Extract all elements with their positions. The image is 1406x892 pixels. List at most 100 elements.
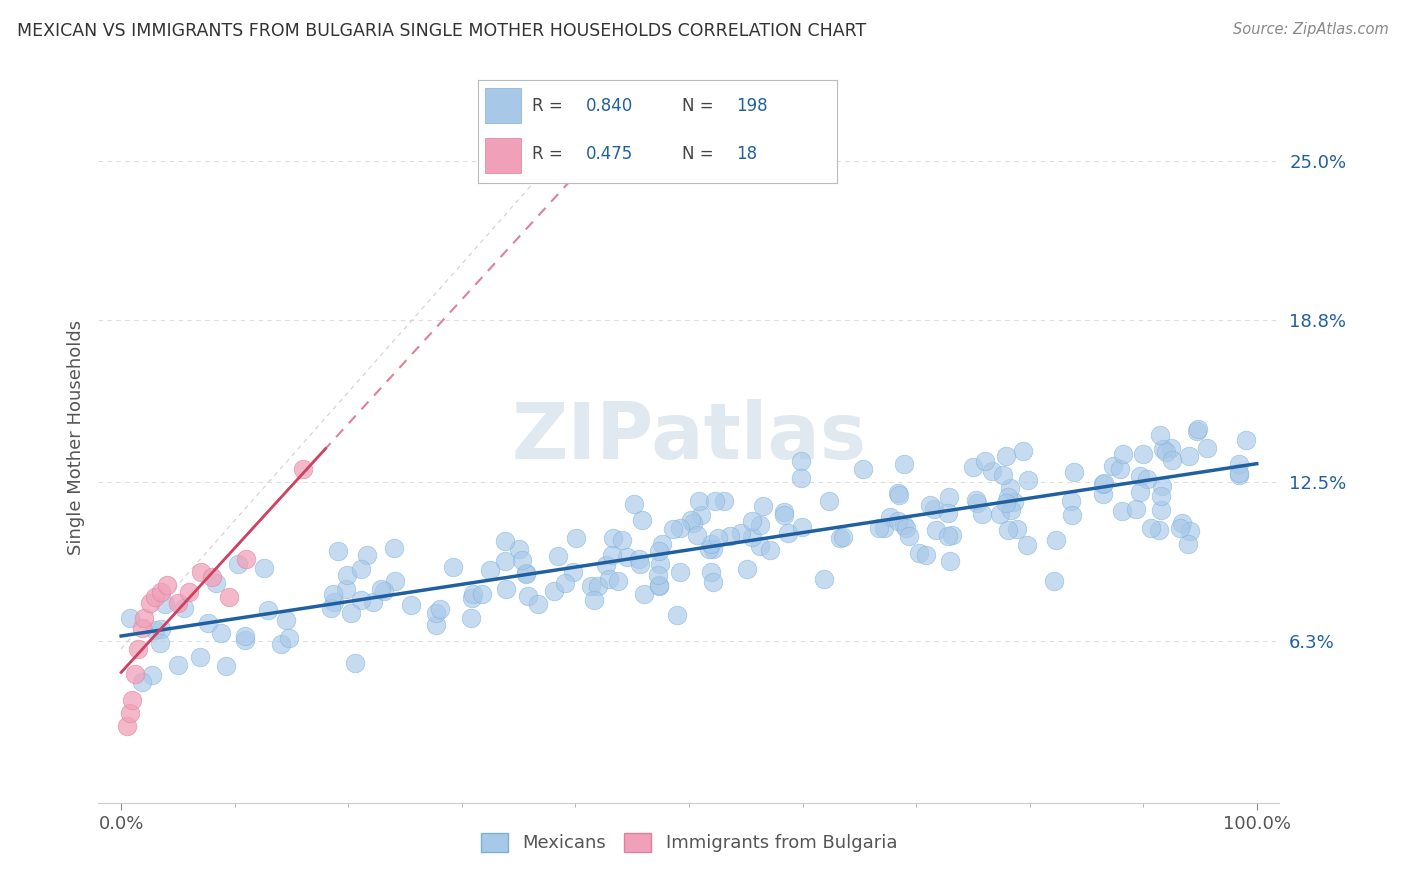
Point — [335, 582, 357, 597]
Point — [471, 587, 494, 601]
Point — [155, 577, 177, 591]
Point — [907, 546, 929, 560]
Point — [868, 521, 890, 535]
Point — [257, 603, 280, 617]
Point — [515, 566, 537, 581]
Point — [616, 549, 638, 564]
Point — [461, 587, 484, 601]
Point — [1139, 521, 1161, 535]
Point — [1150, 489, 1173, 503]
Point — [1177, 536, 1199, 550]
Point — [510, 553, 533, 567]
Point — [887, 488, 910, 502]
Point — [697, 542, 720, 557]
Point — [602, 548, 624, 562]
Point — [228, 558, 250, 572]
Point — [148, 635, 170, 649]
Point — [204, 576, 226, 591]
Point — [361, 595, 384, 609]
Point — [730, 525, 752, 540]
Text: 0.840: 0.840 — [585, 97, 633, 115]
Point — [707, 531, 730, 545]
Point — [1102, 459, 1125, 474]
Point — [980, 464, 1002, 478]
Point — [326, 544, 349, 558]
Point — [441, 560, 464, 574]
Point — [322, 595, 344, 609]
Point — [235, 552, 257, 566]
Point — [666, 607, 689, 622]
Point — [965, 493, 987, 508]
Point — [741, 530, 763, 544]
Point — [773, 505, 796, 519]
Text: ZIPatlas: ZIPatlas — [512, 399, 866, 475]
Point — [939, 553, 962, 567]
Point — [115, 719, 138, 733]
Point — [682, 516, 704, 531]
Point — [579, 579, 602, 593]
Point — [120, 706, 142, 720]
Point — [155, 597, 177, 611]
Point — [340, 607, 363, 621]
Point — [141, 667, 163, 681]
Point — [997, 523, 1019, 537]
Point — [190, 565, 212, 579]
Point — [1236, 433, 1258, 447]
Point — [915, 548, 938, 562]
Point — [188, 650, 211, 665]
Point — [713, 493, 735, 508]
Point — [970, 507, 993, 521]
Point — [1227, 457, 1250, 471]
Point — [1012, 444, 1035, 458]
Point — [887, 514, 910, 528]
Point — [938, 490, 960, 504]
Point — [278, 631, 301, 645]
Point — [631, 513, 654, 527]
Point — [1005, 522, 1028, 536]
Point — [554, 576, 576, 591]
Point — [336, 568, 359, 582]
Point — [274, 614, 297, 628]
Point — [124, 667, 146, 681]
Point — [790, 454, 813, 468]
Point — [662, 522, 685, 536]
Point — [1015, 538, 1038, 552]
Point — [425, 618, 447, 632]
Point — [991, 467, 1014, 482]
Point — [941, 528, 963, 542]
Point — [595, 558, 617, 573]
Point — [149, 585, 172, 599]
Point — [1161, 452, 1184, 467]
Text: 0.475: 0.475 — [585, 145, 633, 163]
Point — [1152, 442, 1174, 457]
Point — [201, 570, 224, 584]
Point — [495, 582, 517, 596]
Point — [131, 621, 153, 635]
Point — [962, 459, 984, 474]
Point — [703, 494, 725, 508]
Point — [370, 582, 392, 596]
Point — [702, 542, 724, 557]
Point — [1160, 441, 1182, 455]
Point — [651, 536, 673, 550]
Point — [772, 508, 794, 522]
Point — [925, 523, 948, 537]
Point — [494, 534, 516, 549]
Point — [291, 462, 314, 476]
Point — [131, 674, 153, 689]
Point — [1129, 469, 1152, 483]
Point — [813, 573, 835, 587]
Point — [1060, 508, 1083, 522]
Legend: Mexicans, Immigrants from Bulgaria: Mexicans, Immigrants from Bulgaria — [474, 826, 904, 860]
Point — [350, 562, 373, 576]
Point — [1063, 466, 1085, 480]
Point — [233, 633, 256, 648]
Point — [974, 454, 997, 468]
Point — [1178, 524, 1201, 538]
Text: 18: 18 — [737, 145, 758, 163]
Point — [373, 584, 395, 599]
Point — [828, 532, 851, 546]
Point — [688, 493, 710, 508]
Point — [270, 637, 292, 651]
Point — [1059, 494, 1081, 508]
